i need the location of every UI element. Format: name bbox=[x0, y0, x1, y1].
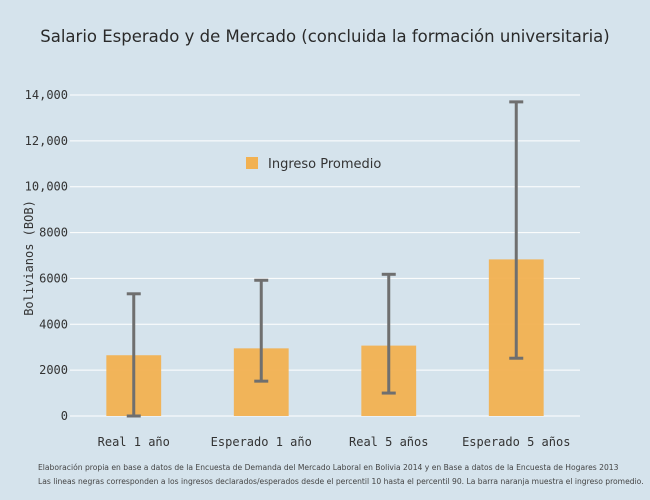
y-tick-label: 8000 bbox=[39, 226, 68, 240]
legend-label: Ingreso Promedio bbox=[268, 157, 381, 172]
y-tick-label: 2000 bbox=[39, 363, 68, 377]
error-bar bbox=[254, 278, 269, 383]
y-tick-label: 4000 bbox=[39, 317, 68, 331]
y-tick-label: 0 bbox=[61, 409, 68, 423]
y-axis-label: Bolivianos (BOB) bbox=[22, 200, 36, 316]
footnote-source: Elaboración propia en base a datos de la… bbox=[38, 463, 619, 472]
legend: Ingreso Promedio bbox=[246, 157, 381, 172]
x-tick-label: Esperado 5 años bbox=[462, 435, 570, 449]
chart-title: Salario Esperado y de Mercado (concluida… bbox=[40, 27, 609, 46]
y-tick-label: 6000 bbox=[39, 271, 68, 285]
x-axis-ticks: Real 1 año Esperado 1 año Real 5 años Esper… bbox=[98, 435, 571, 449]
error-bar bbox=[381, 272, 396, 395]
y-tick-label: 14,000 bbox=[25, 88, 68, 102]
y-tick-label: 12,000 bbox=[25, 134, 68, 148]
y-axis-ticks: 0 2000 4000 6000 8000 10,000 12,000 14,000 bbox=[25, 88, 68, 423]
error-bar bbox=[509, 100, 524, 360]
y-tick-label: 10,000 bbox=[25, 180, 68, 194]
error-bars bbox=[126, 100, 524, 418]
footnote-explanation: Las lineas negras corresponden a los ing… bbox=[38, 477, 644, 486]
x-tick-label: Esperado 1 año bbox=[211, 435, 312, 449]
x-tick-label: Real 5 años bbox=[349, 435, 428, 449]
error-bar bbox=[126, 292, 141, 418]
x-tick-label: Real 1 año bbox=[98, 435, 170, 449]
legend-swatch bbox=[246, 157, 258, 169]
bars bbox=[106, 259, 544, 416]
